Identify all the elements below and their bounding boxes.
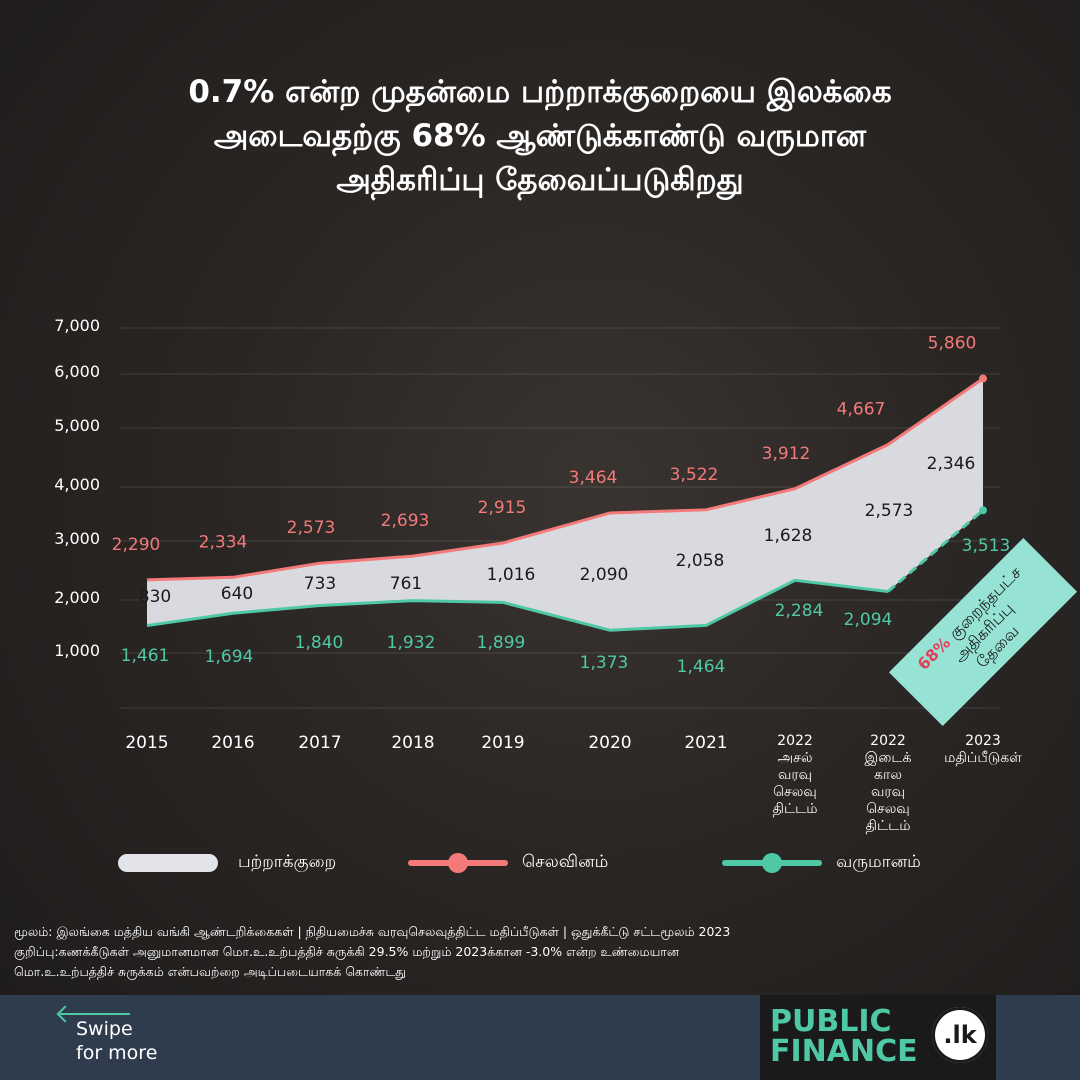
revenue-data-label: 1,464	[677, 657, 726, 677]
expenditure-point	[979, 374, 987, 383]
revenue-data-label: 1,461	[121, 646, 170, 666]
deficit-data-label: 2,090	[580, 565, 629, 585]
x-tick-label: 2023 மதிப்பீடுகள்	[944, 733, 1022, 766]
swipe-text: Swipe for more	[76, 1017, 157, 1065]
revenue-data-label: 1,373	[580, 653, 629, 673]
y-tick-label: 7,000	[54, 316, 100, 335]
swipe-line-2: for more	[76, 1042, 158, 1064]
logo-words: PUBLIC FINANCE	[770, 1007, 918, 1067]
callout-box: 68% குறைந்தபட்சஅதிகரிப்புதேவை	[888, 537, 1078, 727]
deficit-data-label: 830	[139, 587, 171, 607]
deficit-data-label: 1,628	[764, 526, 813, 546]
expenditure-data-label: 3,912	[762, 444, 811, 464]
data-labels: 2,290 2,334 2,573 2,693 2,915 3,464 3,522 3,912…	[112, 334, 1011, 677]
x-tick-label: 2022 அசல் வரவு செலவு திட்டம்	[772, 733, 817, 817]
deficit-data-label: 761	[390, 574, 422, 594]
deficit-data-label: 733	[304, 574, 336, 594]
source-notes: மூலம்: இலங்கை மத்திய வங்கி ஆண்டறிக்கைகள்…	[14, 922, 914, 982]
deficit-data-label: 2,346	[927, 454, 976, 474]
chart-title: 0.7% என்ற முதன்மை பற்றாக்குறையை இலக்கை அ…	[90, 70, 990, 202]
arrow-left-icon	[60, 1013, 130, 1015]
expenditure-line	[146, 377, 984, 582]
expenditure-data-label: 3,522	[670, 465, 719, 485]
expenditure-data-label: 2,334	[199, 532, 248, 552]
y-tick-label: 3,000	[54, 529, 100, 548]
deficit-data-label: 2,058	[676, 551, 725, 571]
swipe-line-1: Swipe	[76, 1018, 133, 1040]
revenue-data-label: 2,284	[775, 601, 824, 621]
legend-revenue: வருமானம்	[722, 848, 921, 878]
logo-badge-icon: .lk	[932, 1007, 988, 1063]
legend-revenue-swatch	[722, 853, 822, 873]
y-tick-label: 5,000	[54, 416, 100, 435]
x-tick-label: 2021	[684, 733, 727, 753]
legend-deficit-label: பற்றாக்குறை	[238, 852, 337, 872]
revenue-data-label: 2,094	[844, 610, 893, 630]
title-line-2: அடைவதற்கு 68% ஆண்டுக்காண்டு வருமான	[213, 118, 867, 154]
legend-deficit-swatch	[118, 854, 218, 872]
x-tick-label: 2019	[481, 733, 524, 753]
legend-expenditure-swatch	[408, 853, 508, 873]
expenditure-data-label: 2,573	[287, 518, 336, 538]
deficit-data-label: 2,573	[865, 501, 914, 521]
revenue-data-label: 1,899	[477, 633, 526, 653]
expenditure-data-label: 2,693	[381, 511, 430, 531]
y-tick-label: 4,000	[54, 475, 100, 494]
y-tick-label: 2,000	[54, 588, 100, 607]
deficit-band	[147, 378, 983, 631]
footer-bar: Swipe for more PUBLIC FINANCE .lk	[0, 995, 1080, 1080]
y-axis-ticks: 1,000 2,000 3,000 4,000 5,000 6,000 7,000	[54, 316, 100, 660]
title-line-1: 0.7% என்ற முதன்மை பற்றாக்குறையை இலக்கை	[188, 74, 892, 110]
source-line-3: மொ.உ.உற்பத்திச் சுருக்கம் என்பவற்றை அடிப…	[14, 964, 407, 979]
revenue-data-label: 1,840	[295, 633, 344, 653]
revenue-data-label: 1,932	[387, 633, 436, 653]
legend-revenue-label: வருமானம்	[836, 852, 921, 872]
x-tick-label: 2015	[125, 733, 168, 753]
deficit-data-label: 1,016	[487, 565, 536, 585]
revenue-line	[146, 578, 889, 632]
public-finance-logo: PUBLIC FINANCE .lk	[760, 995, 996, 1080]
revenue-point	[979, 506, 987, 515]
expenditure-data-label: 5,860	[928, 334, 977, 354]
x-tick-label: 2016	[211, 733, 254, 753]
legend-expenditure-label: செலவினம்	[522, 852, 609, 872]
logo-line-2: FINANCE	[770, 1034, 918, 1069]
expenditure-data-label: 4,667	[837, 400, 886, 420]
callout-background	[888, 537, 1078, 727]
title-line-3: அதிகரிப்பு தேவைப்படுகிறது	[336, 162, 744, 198]
source-line-2: குறிப்பு:கணக்கீடுகள் அனுமானமான மொ.உ.உற்ப…	[14, 944, 679, 959]
x-axis-ticks: 2015 2016 2017 2018 2019 2020 2021 2022 அசல் வரவு…	[125, 733, 1022, 834]
y-tick-label: 1,000	[54, 641, 100, 660]
expenditure-data-label: 3,464	[569, 468, 618, 488]
deficit-data-label: 640	[221, 584, 253, 604]
y-tick-label: 6,000	[54, 362, 100, 381]
source-line-1: மூலம்: இலங்கை மத்திய வங்கி ஆண்டறிக்கைகள்…	[14, 924, 731, 939]
revenue-data-label: 1,694	[205, 647, 254, 667]
deficit-area	[147, 378, 983, 631]
legend-expenditure: செலவினம்	[408, 848, 608, 878]
chart-area: 1,000 2,000 3,000 4,000 5,000 6,000 7,000 2015…	[54, 316, 1078, 834]
x-tick-label: 2017	[298, 733, 341, 753]
logo-line-1: PUBLIC	[770, 1004, 892, 1039]
legend-deficit: பற்றாக்குறை	[118, 848, 336, 878]
x-tick-label: 2020	[588, 733, 631, 753]
x-tick-label: 2018	[391, 733, 434, 753]
revenue-data-label: 3,513	[962, 536, 1011, 556]
revenue-line-projected	[887, 509, 984, 593]
series-lines	[146, 374, 987, 632]
expenditure-data-label: 2,915	[478, 498, 527, 518]
x-tick-label: 2022 இடைக் கால வரவு செலவு திட்டம்	[865, 733, 912, 834]
expenditure-data-label: 2,290	[112, 535, 161, 555]
